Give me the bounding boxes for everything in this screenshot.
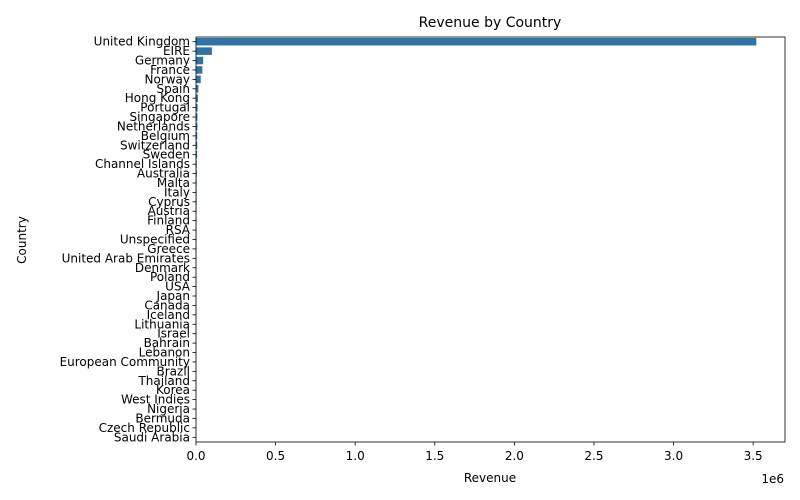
bar (196, 103, 198, 112)
y-tick-label: Japan (156, 289, 190, 303)
y-tick-label: Lebanon (139, 346, 190, 360)
x-axis-title: Revenue (464, 471, 516, 485)
y-tick-label: Thailand (137, 374, 190, 388)
y-tick-label: Poland (150, 270, 190, 284)
y-tick-label: Israel (157, 327, 190, 341)
bar (196, 150, 198, 159)
x-tick-label: 1.0 (346, 449, 365, 463)
y-tick-label: Bermuda (135, 411, 190, 425)
bar (196, 37, 757, 46)
bar (196, 56, 204, 65)
plot-frame (195, 36, 786, 443)
y-tick-label: United Kingdom (94, 35, 190, 49)
y-tick-label: Sweden (143, 148, 190, 162)
x-tick-label: 3.0 (664, 449, 683, 463)
y-axis-ticks: United KingdomEIREGermanyFranceNorwaySpa… (60, 35, 196, 444)
x-tick-label: 3.5 (744, 449, 763, 463)
bar (196, 66, 203, 74)
bar (196, 132, 198, 140)
y-axis-title: Country (15, 216, 29, 264)
y-tick-label: Netherlands (117, 119, 190, 133)
x-tick-label: 0.0 (186, 449, 205, 463)
y-tick-label: Finland (147, 214, 190, 228)
x-axis-offset-label: 1e6 (761, 472, 784, 486)
y-tick-label: France (150, 63, 190, 77)
y-tick-label: Germany (135, 54, 190, 68)
y-tick-label: United Arab Emirates (62, 251, 190, 265)
x-tick-label: 1.5 (425, 449, 444, 463)
y-tick-label: Korea (156, 383, 190, 397)
y-tick-label: Portugal (140, 101, 190, 115)
y-tick-label: Cyprus (148, 195, 190, 209)
y-tick-label: Austria (148, 204, 190, 218)
x-tick-label: 0.5 (266, 449, 285, 463)
y-tick-label: Bahrain (144, 336, 190, 350)
bar (196, 75, 201, 84)
y-tick-label: Belgium (141, 129, 190, 143)
y-tick-label: Nigeria (147, 402, 190, 416)
y-tick-label: Malta (157, 176, 190, 190)
x-axis-ticks: 0.0 0.5 1.0 1.5 2.0 2.5 3.0 3.5 (186, 442, 763, 463)
bar (196, 47, 212, 55)
bar (196, 85, 199, 93)
y-tick-label: Spain (156, 82, 190, 96)
x-tick-label: 2.0 (505, 449, 524, 463)
y-tick-label: Canada (144, 298, 190, 312)
y-tick-label: EIRE (163, 44, 190, 58)
y-tick-label: Hong Kong (125, 91, 190, 105)
y-tick-label: Greece (147, 242, 190, 256)
bar (196, 122, 198, 131)
y-tick-label: USA (165, 280, 191, 294)
y-tick-label: European Community (60, 355, 190, 369)
y-tick-label: Norway (144, 72, 190, 86)
y-tick-label: Czech Republic (99, 421, 190, 435)
x-tick-label: 2.5 (584, 449, 603, 463)
y-tick-label: Switzerland (120, 138, 190, 152)
y-tick-label: Denmark (135, 261, 190, 275)
y-tick-label: Italy (164, 185, 190, 199)
y-tick-label: RSA (166, 223, 191, 237)
chart-title: Revenue by Country (419, 15, 562, 31)
y-tick-label: Iceland (147, 308, 190, 322)
bar (196, 141, 198, 150)
y-tick-label: Australia (137, 167, 190, 181)
bar (196, 113, 198, 121)
y-tick-label: Lithuania (134, 317, 190, 331)
y-tick-label: Singapore (129, 110, 190, 124)
y-tick-label: Brazil (157, 364, 191, 378)
y-tick-label: West Indies (121, 393, 190, 407)
y-tick-label: Channel Islands (95, 157, 190, 171)
bars-group (196, 37, 757, 442)
y-tick-label: Unspecified (120, 233, 190, 247)
bar (196, 94, 198, 102)
y-tick-label: Saudi Arabia (114, 430, 190, 444)
